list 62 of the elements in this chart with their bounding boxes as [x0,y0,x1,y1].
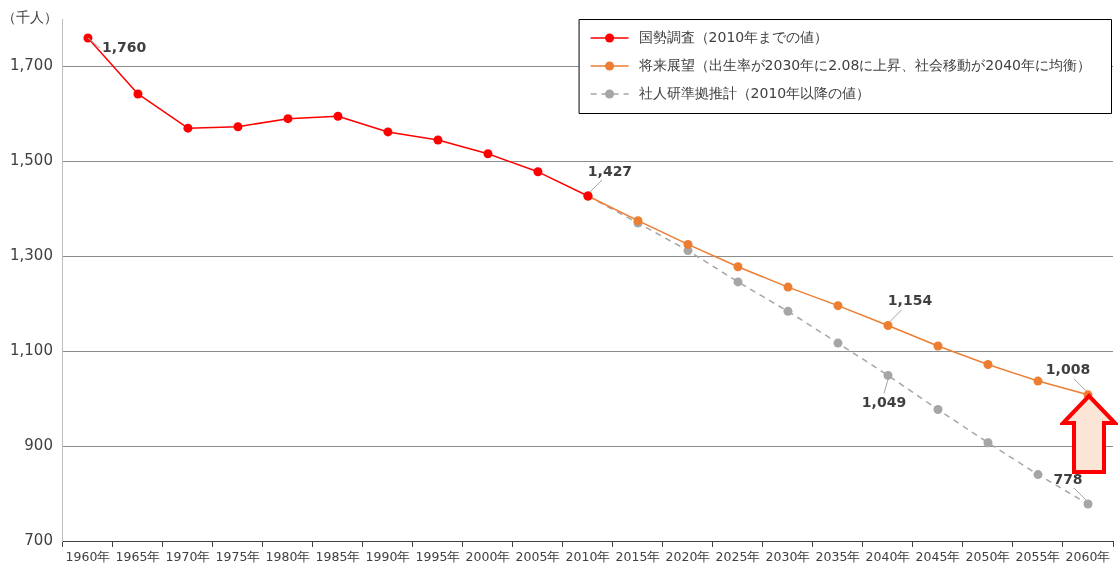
point [133,89,143,99]
x-tick-label: 1965年 [115,548,161,564]
point [1083,499,1093,509]
data-label: 1,049 [861,394,907,411]
y-tick-label: 700 [24,530,53,549]
point [1033,376,1043,386]
x-tick-label: 2000年 [465,548,511,564]
y-tick-label: 1,700 [9,56,53,75]
x-tick-label: 2055年 [1015,548,1061,564]
x-tick-label: 2025年 [715,548,761,564]
point [183,123,193,133]
x-tick-label: 2040年 [865,548,911,564]
point [533,167,543,177]
x-tick-label: 2045年 [915,548,961,564]
point [333,111,343,121]
x-tick-label: 1995年 [415,548,461,564]
data-label: 1,427 [587,162,633,179]
y-tick-label: 1,100 [9,341,53,360]
point [833,301,843,311]
x-tick-label: 2005年 [515,548,561,564]
point [883,370,893,380]
point [783,306,793,316]
x-tick-label: 1980年 [265,548,311,564]
point [1033,470,1043,480]
point [683,239,693,249]
y-tick-label: 1,500 [9,151,53,170]
data-label: 778 [1053,470,1083,487]
point [233,122,243,132]
x-tick-label: 2010年 [565,548,611,564]
x-tick-label: 1960年 [65,548,111,564]
data-label: 1,154 [887,292,933,309]
point [283,114,293,124]
y-tick-label: 1,300 [9,246,53,265]
data-label: 1,008 [1045,361,1091,378]
point [983,438,993,448]
legend-label: 社人研準拠推計（2010年以降の値） [638,84,871,101]
x-tick-label: 2060年 [1065,548,1111,564]
legend-label: 国勢調査（2010年までの値） [638,28,829,45]
point [933,341,943,351]
point [383,127,393,137]
y-axis-title: （千人） [2,8,58,25]
x-tick-label: 2015年 [615,548,661,564]
y-tick-label: 900 [24,435,53,454]
point [733,262,743,272]
x-tick-label: 1970年 [165,548,211,564]
data-label: 1,760 [101,38,147,55]
x-tick-label: 2050年 [965,548,1011,564]
x-tick-label: 1990年 [365,548,411,564]
x-tick-label: 2020年 [665,548,711,564]
point [433,135,443,145]
x-tick-label: 1985年 [315,548,361,564]
point [883,321,893,331]
point [933,405,943,415]
x-tick-label: 2030年 [765,548,811,564]
x-tick-label: 1975年 [215,548,261,564]
x-tick-label: 2035年 [815,548,861,564]
point [833,338,843,348]
point [733,277,743,287]
legend-label: 将来展望（出生率が2030年に2.08に上昇、社会移動が2040年に均衡） [637,56,1092,73]
point [983,359,993,369]
point [483,149,493,159]
point [783,282,793,292]
